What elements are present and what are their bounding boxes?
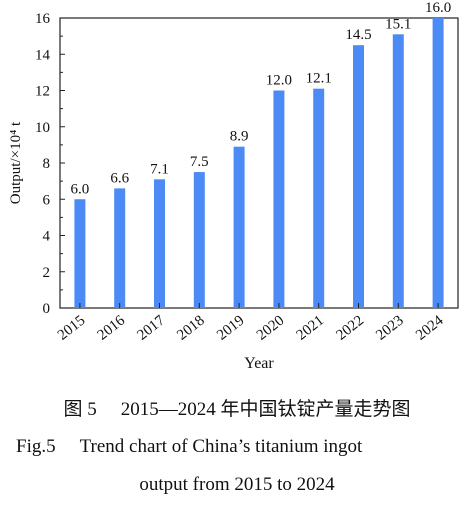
x-tick-label: 2022 (333, 313, 366, 344)
y-tick-label: 8 (43, 156, 51, 172)
x-tick-label: 2024 (413, 312, 447, 343)
figure-caption-en-line2: output from 2015 to 2024 (0, 474, 474, 496)
caption-en-number: Fig.5 (16, 436, 56, 457)
caption-en-text-line1: Trend chart of China’s titanium ingot (79, 436, 363, 457)
bar (313, 88, 325, 308)
x-tick-label: 2021 (294, 313, 327, 344)
figure-caption-cn: 图 5 2015—2024 年中国钛锭产量走势图 (0, 394, 474, 421)
data-label: 7.1 (150, 161, 169, 177)
x-tick-label: 2017 (134, 312, 168, 343)
y-tick-label: 16 (35, 11, 51, 27)
y-tick-label: 10 (35, 120, 50, 136)
data-label: 12.0 (266, 73, 292, 89)
x-tick-label: 2019 (214, 313, 247, 344)
data-label: 14.5 (345, 27, 371, 43)
bar (353, 45, 364, 308)
x-tick-label: 2015 (55, 313, 88, 344)
x-tick-label: 2020 (254, 313, 287, 344)
x-axis-label: Year (244, 355, 274, 372)
data-label: 12.1 (306, 71, 332, 87)
data-label: 8.9 (230, 129, 249, 145)
data-label: 15.1 (385, 16, 411, 32)
caption-cn-text: 2015—2024 年中国钛锭产量走势图 (120, 399, 411, 420)
x-tick-label: 2023 (373, 313, 406, 344)
data-label: 7.5 (190, 154, 209, 170)
bar (392, 34, 404, 308)
bar (193, 172, 205, 308)
caption-en-text-line2: output from 2015 to 2024 (139, 474, 335, 495)
bar (74, 199, 86, 308)
figure-caption-en-line1: Fig.5 Trend chart of China’s titanium ing… (16, 436, 474, 458)
bar (154, 179, 165, 308)
bar (114, 188, 126, 308)
y-tick-label: 6 (43, 192, 51, 208)
bar (273, 90, 285, 308)
bar (233, 146, 245, 308)
x-tick-label: 2016 (95, 312, 129, 343)
data-label: 16.0 (425, 0, 451, 16)
y-tick-label: 4 (43, 229, 51, 245)
data-label: 6.0 (71, 181, 90, 197)
y-tick-label: 14 (35, 47, 51, 63)
y-axis-label: Output/×10⁴ t (8, 121, 24, 204)
y-tick-label: 12 (35, 84, 50, 100)
data-label: 6.6 (110, 170, 129, 186)
caption-cn-number: 图 5 (63, 399, 97, 420)
y-tick-label: 0 (43, 301, 51, 317)
y-tick-label: 2 (43, 265, 51, 281)
bar (432, 18, 444, 308)
x-tick-label: 2018 (174, 313, 207, 344)
bar-chart: 0 2 4 6 8 10 12 14 16 6.0 2015 6.6 2016 7.1 2017 7.5 201… (8, 0, 459, 372)
